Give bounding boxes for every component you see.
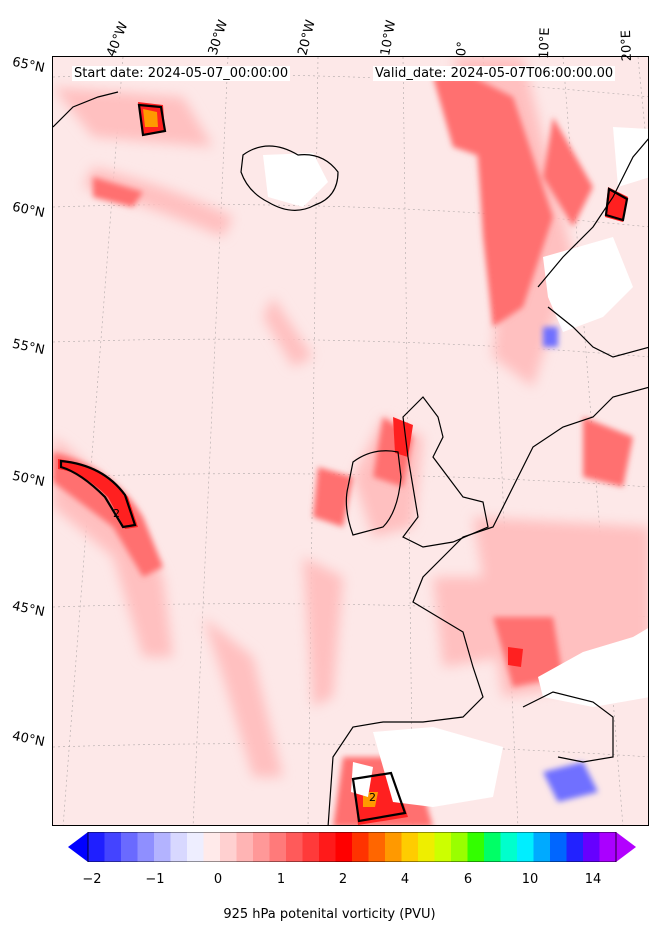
lat-label: 40°N [10,728,46,751]
colorbar-cell [418,832,435,862]
colorbar-cell [352,832,369,862]
contour-label: 2 [369,791,376,804]
pv-field-map: 2 2 [53,57,648,825]
colorbar-cell [550,832,567,862]
colorbar-tick-label: −1 [145,872,165,887]
colorbar-cell [434,832,452,862]
colorbar-cell [368,832,386,862]
start-date-label: Start date: 2024-05-07_00:00:00 [72,66,291,81]
lon-label: 20°W [295,18,319,57]
colorbar-cell [533,832,551,862]
colorbar-tick-label: 0 [213,872,223,887]
colorbar-cell [517,832,534,862]
valid-date-label: Valid_date: 2024-05-07T06:00:00.00 [373,66,616,81]
colorbar-cell [187,832,204,862]
colorbar-cell [451,832,468,862]
colorbar-tick-label: 6 [463,872,473,887]
missing-data-regions [263,127,648,807]
colorbar-cell [137,832,155,862]
colorbar-cell [583,832,600,862]
iceland-coast [240,145,339,211]
colorbar-cell [253,832,270,862]
colorbar-cell [385,832,402,862]
colorbar-tick-label: 1 [276,872,286,887]
colorbar [68,832,636,862]
colorbar-cell [154,832,171,862]
colorbar-tick-label: −2 [82,872,102,887]
colorbar-tick-label: 2 [338,872,348,887]
lon-label: 10°W [378,19,400,57]
britain-coast [402,396,489,548]
colorbar-tick-label: 14 [584,872,602,887]
map-panel: 2 2 [52,56,649,826]
colorbar-extend-low [68,832,88,862]
scandinavia-coast [537,138,648,358]
lon-label: 30°W [205,18,232,57]
colorbar-cell [236,832,254,862]
mediterranean-coast [522,691,614,763]
colorbar-cell [269,832,287,862]
lat-label: 60°N [10,199,46,222]
colorbar-cell [286,832,303,862]
europe-coast [327,386,648,825]
colorbar-cell [104,832,122,862]
lon-label: 20°E [618,29,635,62]
lon-label: 40°W [104,20,132,59]
colorbar-cell [319,832,336,862]
greenland-coast [53,91,119,128]
lon-label: 0° [454,40,471,57]
colorbar-cell [599,832,617,862]
pv-2-contours [59,103,629,823]
ireland-coast [345,450,402,536]
lon-label: 10°E [537,27,554,59]
colorbar-tick-label: 10 [521,872,539,887]
coastlines [53,91,648,825]
colorbar-cell [88,832,105,862]
colorbar-cell [467,832,485,862]
colorbar-cell [121,832,138,862]
colorbar-cell [203,832,221,862]
colorbar-cell [566,832,584,862]
lat-label: 55°N [10,336,46,359]
colorbar-cell [170,832,188,862]
colorbar-label: 925 hPa potenital vorticity (PVU) [223,907,436,922]
lat-label: 65°N [10,54,46,77]
colorbar-cell [500,832,518,862]
colorbar-extend-high [616,832,636,862]
colorbar-cell [220,832,237,862]
colorbar-cell [484,832,501,862]
colorbar-cell [401,832,419,862]
colorbar-tick-label: 4 [400,872,410,887]
colorbar-cell [335,832,353,862]
contour-label: 2 [113,507,120,520]
lat-label: 50°N [10,468,46,491]
lat-label: 45°N [10,598,46,621]
colorbar-cell [302,832,320,862]
negative-pv-regions [543,327,598,802]
colorbar-cells [88,832,617,862]
